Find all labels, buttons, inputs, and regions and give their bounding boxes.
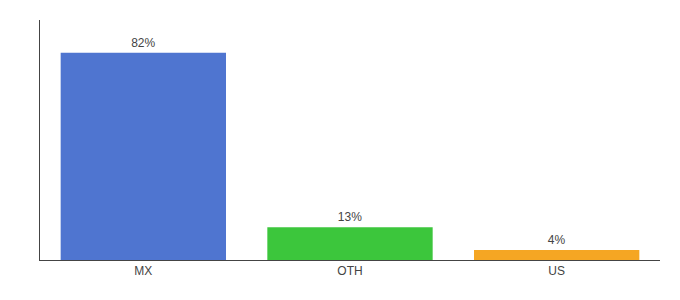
svg-text:13%: 13% (338, 210, 362, 224)
svg-text:4%: 4% (548, 233, 566, 247)
svg-text:MX: MX (134, 264, 152, 278)
svg-text:OTH: OTH (337, 264, 362, 278)
svg-text:82%: 82% (131, 36, 155, 50)
svg-text:US: US (548, 264, 565, 278)
